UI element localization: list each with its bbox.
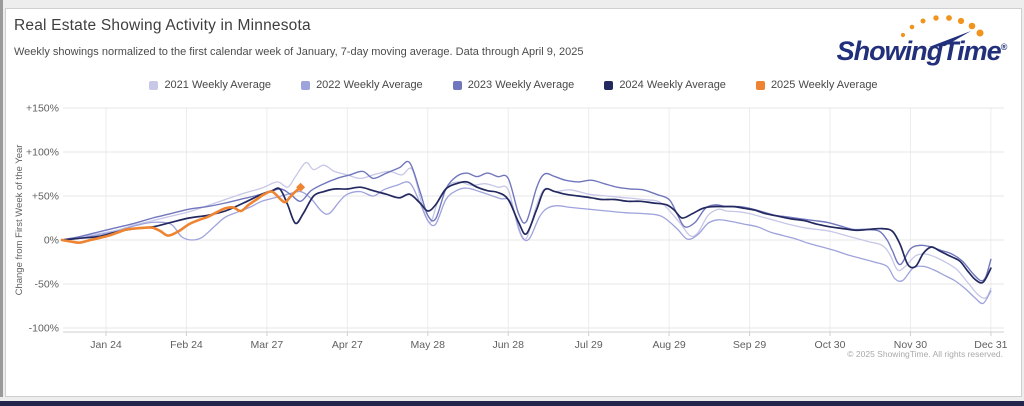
y-tick-label: -50% <box>34 279 59 291</box>
y-tick-label: 0% <box>44 235 59 247</box>
showingtime-logo: ShowingTime® <box>833 13 1011 71</box>
y-tick-label: -100% <box>29 323 59 335</box>
x-tick-label: Feb 24 <box>170 339 203 351</box>
legend-item-2025[interactable]: 2025 Weekly Average <box>755 79 878 91</box>
chart-card: Real Estate Showing Activity in Minnesot… <box>5 8 1022 397</box>
legend-item-2024[interactable]: 2024 Weekly Average <box>604 79 726 91</box>
logo-wordmark: ShowingTime® <box>836 36 1008 66</box>
x-tick-label: Jun 28 <box>492 339 524 351</box>
activity-chart: Jan 24 Feb 24 Mar 27 Apr 27 May 28 Jun 28 Jul … <box>14 103 1008 352</box>
x-tick-label: Mar 27 <box>251 339 284 351</box>
chart-subtitle: Weekly showings normalized to the first … <box>14 46 584 58</box>
legend-swatch <box>149 80 159 90</box>
legend-swatch <box>452 80 462 90</box>
legend-label: 2021 Weekly Average <box>164 79 272 91</box>
legend-item-2021[interactable]: 2021 Weekly Average <box>149 79 271 91</box>
x-tick-label: May 28 <box>411 339 446 351</box>
series-line-2025 <box>60 185 302 244</box>
x-tick-label: Sep 29 <box>733 339 766 351</box>
series-line-2024 <box>61 180 992 284</box>
x-tick-label: Apr 27 <box>332 339 363 351</box>
legend-item-2022[interactable]: 2022 Weekly Average <box>301 79 423 91</box>
chart-legend: 2021 Weekly Average 2022 Weekly Average 20… <box>6 79 1021 91</box>
x-tick-label: Nov 30 <box>894 339 927 351</box>
legend-label: 2023 Weekly Average <box>467 79 575 91</box>
copyright-note: © 2025 ShowingTime. All rights reserved. <box>847 349 1003 359</box>
legend-label: 2025 Weekly Average <box>770 79 878 91</box>
x-tick-label: Aug 29 <box>652 339 685 351</box>
y-tick-label: +100% <box>26 147 59 159</box>
legend-swatch <box>604 80 614 90</box>
legend-swatch <box>301 80 311 90</box>
legend-label: 2022 Weekly Average <box>316 79 423 91</box>
y-axis-title: Change from First Week of the Year <box>14 145 25 296</box>
x-tick-label: Dec 31 <box>974 339 1007 351</box>
x-tick-label: Oct 30 <box>815 339 846 351</box>
legend-item-2023[interactable]: 2023 Weekly Average <box>452 79 575 91</box>
window-bottom-edge <box>0 401 1024 406</box>
legend-swatch <box>755 80 765 90</box>
window-left-edge <box>0 0 3 397</box>
y-tick-label: +150% <box>26 103 59 115</box>
x-tick-label: Jan 24 <box>90 339 122 351</box>
y-tick-label: +50% <box>32 191 59 203</box>
page-title: Real Estate Showing Activity in Minnesot… <box>14 17 311 34</box>
series-end-marker <box>296 182 306 192</box>
series-line-2022 <box>61 181 992 305</box>
legend-label: 2024 Weekly Average <box>619 79 726 91</box>
series-line-2023 <box>61 160 992 282</box>
clock-dots-icon <box>900 15 984 47</box>
x-tick-label: Jul 29 <box>575 339 603 351</box>
